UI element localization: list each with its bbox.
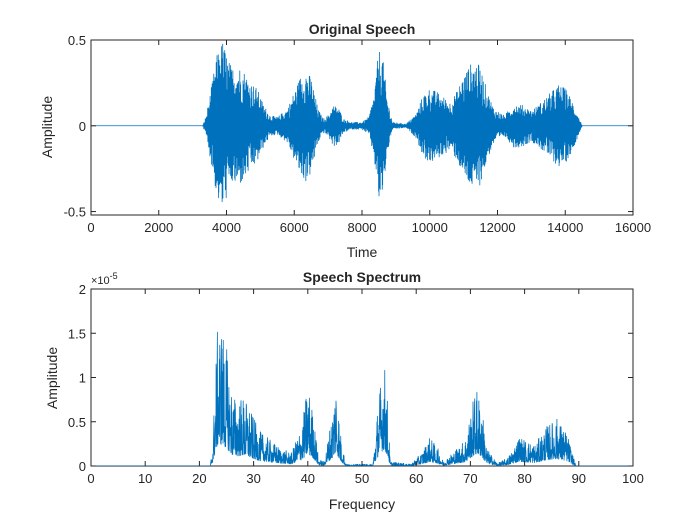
original-speech-trace [91, 43, 633, 203]
speech-spectrum-xtick-label: 20 [192, 471, 206, 486]
speech-spectrum-y-exponent: ×10-5 [91, 271, 118, 287]
speech-spectrum-xtick-label: 80 [517, 471, 531, 486]
speech-spectrum-xtick-label: 60 [409, 471, 423, 486]
speech-spectrum-ytick-label: 0 [79, 459, 86, 474]
original-speech-ticks: 0 2000 4000 6000 8000 10000 12000 14000 16000 -0.… [64, 33, 651, 235]
speech-spectrum-xtick-label: 70 [463, 471, 477, 486]
original-speech-xlabel: Time [347, 244, 378, 260]
original-speech-trace-group [91, 43, 633, 203]
speech-spectrum-plot: 0 10 20 30 40 50 60 70 80 90 100 0 0.5 1 1.5 2 Speech S… [44, 269, 644, 512]
speech-spectrum-ticks: 0 10 20 30 40 50 60 70 80 90 100 0 0.5 1 1.5 2 [68, 282, 644, 486]
original-speech-xtick-label: 16000 [615, 220, 651, 235]
original-speech-ylabel: Amplitude [39, 96, 55, 158]
speech-spectrum-ytick-label: 2 [79, 282, 86, 297]
speech-spectrum-xtick-label: 10 [138, 471, 152, 486]
speech-spectrum-title: Speech Spectrum [303, 269, 421, 285]
original-speech-xtick-label: 14000 [547, 220, 583, 235]
original-speech-xtick-label: 2000 [144, 220, 173, 235]
original-speech-plot: 0 2000 4000 6000 8000 10000 12000 14000 16000 -0.… [39, 21, 651, 260]
speech-spectrum-xtick-label: 50 [355, 471, 369, 486]
speech-spectrum-xtick-label: 30 [246, 471, 260, 486]
y-exponent-base: ×10 [91, 275, 110, 287]
original-speech-xtick-label: 8000 [348, 220, 377, 235]
speech-spectrum-ylabel: Amplitude [44, 347, 60, 409]
speech-spectrum-xtick-label: 40 [301, 471, 315, 486]
speech-spectrum-ytick-label: 0.5 [68, 415, 86, 430]
original-speech-xtick-label: 12000 [479, 220, 515, 235]
speech-spectrum-xtick-label: 90 [572, 471, 586, 486]
original-speech-xtick-label: 4000 [212, 220, 241, 235]
speech-spectrum-xlabel: Frequency [329, 496, 395, 512]
original-speech-xtick-label: 0 [87, 220, 94, 235]
speech-spectrum-xtick-label: 0 [87, 471, 94, 486]
original-speech-title: Original Speech [309, 21, 416, 37]
speech-spectrum-ytick-label: 1 [79, 371, 86, 386]
original-speech-ytick-label: 0.5 [68, 33, 86, 48]
original-speech-ytick-label: -0.5 [64, 205, 86, 220]
original-speech-ytick-label: 0 [79, 119, 86, 134]
speech-spectrum-xtick-label: 100 [622, 471, 644, 486]
original-speech-xtick-label: 10000 [412, 220, 448, 235]
y-exponent-power: -5 [110, 271, 118, 281]
speech-spectrum-ytick-label: 1.5 [68, 326, 86, 341]
original-speech-xtick-label: 6000 [280, 220, 309, 235]
